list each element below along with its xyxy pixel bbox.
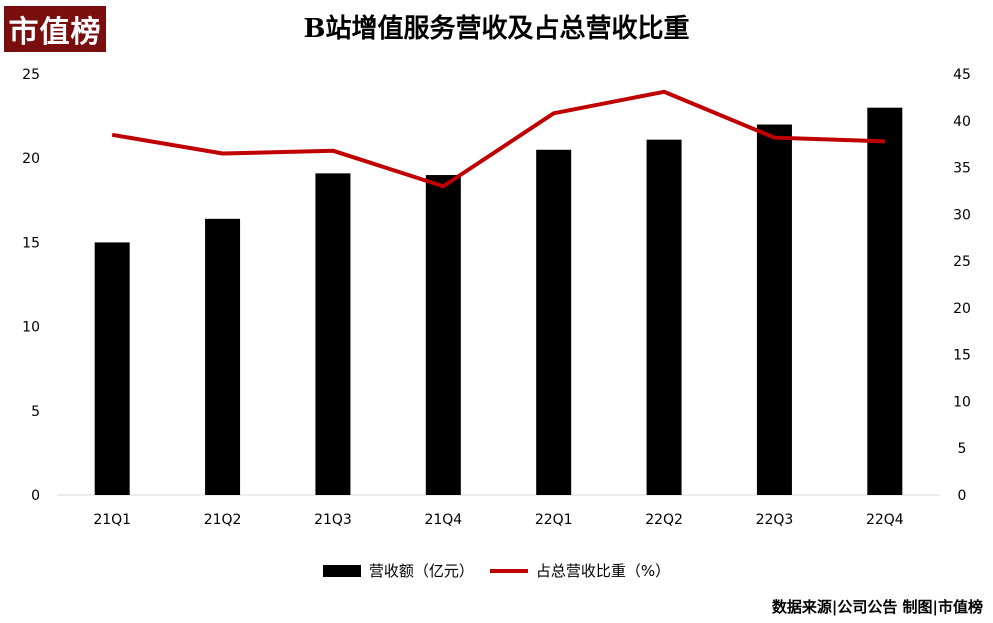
legend-label-revenue: 营收额（亿元） [368, 562, 474, 580]
line-point-share [663, 91, 665, 93]
bar-revenue [315, 173, 351, 495]
x-axis-tick-label: 22Q2 [645, 512, 683, 528]
bar-revenue [94, 242, 130, 495]
source-footer: 数据来源|公司公告 制图|市值榜 [771, 598, 983, 616]
legend: 营收额（亿元） 占总营收比重（%） [0, 560, 993, 581]
line-point-share [442, 185, 444, 187]
legend-swatch-bar [322, 564, 361, 577]
bar-revenue [536, 149, 572, 495]
right-axis-tick-label: 25 [953, 254, 971, 270]
right-axis-tick-label: 40 [953, 114, 971, 130]
right-axis-tick-label: 5 [958, 441, 967, 457]
right-axis-tick-label: 20 [953, 301, 971, 317]
bar-revenue [646, 139, 682, 495]
x-axis-tick-label: 21Q1 [93, 512, 131, 528]
bar-revenue [867, 107, 903, 496]
legend-item-share: 占总营收比重（%） [489, 560, 671, 581]
right-axis-tick-label: 45 [953, 67, 971, 83]
left-axis-tick-label: 20 [22, 151, 40, 167]
x-axis-tick-label: 22Q1 [535, 512, 573, 528]
bar-revenue [756, 124, 792, 496]
line-share [111, 89, 885, 189]
x-axis-tick-label: 21Q2 [204, 512, 242, 528]
right-axis-tick-label: 15 [953, 348, 971, 364]
legend-label-share: 占总营收比重（%） [535, 562, 671, 580]
legend-swatch-line [489, 568, 528, 573]
x-axis-tick-label: 22Q4 [866, 512, 904, 528]
right-axis-tick-label: 35 [953, 161, 971, 177]
line-point-share [332, 150, 334, 152]
bar-revenue [205, 218, 241, 495]
right-axis-tick-label: 10 [953, 394, 971, 410]
line-point-share [111, 134, 113, 136]
x-axis-tick-label: 22Q3 [756, 512, 794, 528]
brand-logo: 市值榜 [4, 6, 106, 52]
right-axis-tick-label: 30 [953, 207, 971, 223]
line-point-share [773, 137, 775, 139]
line-point-share [222, 153, 224, 155]
x-axis-tick-label: 21Q4 [424, 512, 462, 528]
bar-revenue [425, 175, 461, 496]
chart-title: B站增值服务营收及占总营收比重 [303, 14, 690, 44]
left-axis-tick-label: 25 [22, 67, 40, 83]
right-axis-tick-label: 0 [958, 488, 967, 504]
legend-item-revenue: 营收额（亿元） [322, 560, 474, 581]
line-point-share [553, 112, 555, 114]
left-axis-tick-label: 10 [22, 320, 40, 336]
left-axis-tick-label: 5 [31, 404, 40, 420]
left-axis-tick-label: 0 [31, 488, 40, 504]
line-point-share [884, 140, 886, 142]
x-axis-tick-label: 21Q3 [314, 512, 352, 528]
left-axis-tick-label: 15 [22, 235, 40, 251]
